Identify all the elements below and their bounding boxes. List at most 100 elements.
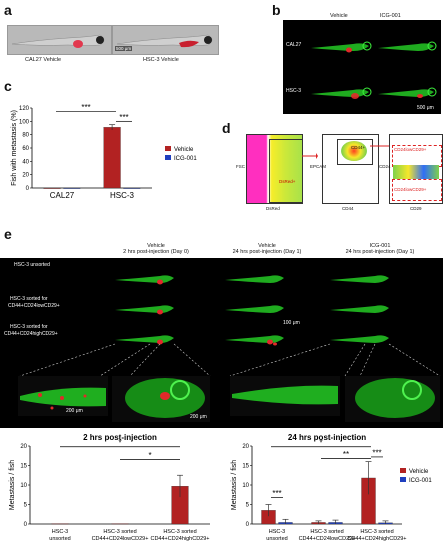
y-tick-label: 5 (24, 503, 28, 509)
legend-label: ICG-001 (409, 478, 432, 484)
y-tick-label: 10 (242, 483, 249, 489)
legend-swatch (165, 155, 171, 160)
e-col3-line2: 24 hrs post-injection (Day 1) (345, 249, 415, 255)
e-col1-line2: 2 hrs post-injection (Day 0) (123, 249, 189, 255)
cd44-gate-label: CD44+ (351, 145, 366, 150)
x-tick-label: HSC-3 (52, 529, 69, 535)
e-row-high-line2: CD44+CD24highCD29+ (4, 331, 58, 337)
significance-label: *** (119, 113, 128, 122)
e-col2-line1: Vehicle (258, 243, 276, 249)
panel-b-row-hsc3: HSC-3 (286, 88, 302, 94)
e-col1-line1: Vehicle (147, 243, 165, 249)
x-tick-label: HSC-3 sorted (310, 529, 343, 535)
bar (123, 187, 141, 189)
e-scale-200-right: 200 μm (190, 414, 207, 420)
legend-label: ICG-001 (174, 156, 197, 162)
plot1-xlabel: DsRed (266, 206, 280, 211)
y-axis-label: Fish with metastasis (%) (11, 110, 18, 186)
bar (111, 523, 129, 525)
y-tick-label: 15 (242, 464, 249, 470)
e-scale-200-left: 200 μm (66, 408, 83, 414)
e-row-unsorted: HSC-3 unsorted (14, 262, 50, 268)
y-tick-label: 80 (22, 133, 29, 139)
panel-b-row-cal27: CAL27 (286, 42, 302, 48)
y-tick-label: 15 (20, 464, 27, 470)
x-tick-label: unsorted (49, 536, 70, 542)
cd24-low-label: CD24lowCD29+ (394, 187, 427, 192)
fish-hsc3-icg (378, 87, 437, 98)
panel-label-b: b (272, 2, 281, 18)
x-tick-label: CD44+CD24highCD29+ (150, 536, 209, 542)
x-tick-label: HSC-3 (269, 529, 286, 535)
plot1-ylabel: FSC (236, 164, 245, 169)
significance-label: ** (343, 450, 349, 459)
panel-label-c: c (4, 78, 12, 94)
legend-label: Vehicle (409, 469, 429, 475)
e-row-high-line1: HSC-3 sorted for (10, 324, 48, 330)
y-tick-label: 5 (246, 503, 250, 509)
panel-e-image-block: HSC-3 unsorted HSC-3 sorted for CD44+CD2… (0, 258, 443, 428)
panel-b-vehicle-header: Vehicle (330, 13, 348, 19)
panel-d-flow-plots: DsRed+ FSC DsRed CD44+ EPCAM CD44 CD24lo… (234, 130, 443, 222)
cd24-low-gate (392, 179, 442, 201)
y-tick-label: 100 (19, 119, 30, 125)
panel-b-icg-header: ICG-001 (380, 13, 401, 19)
legend-label: Vehicle (174, 147, 194, 153)
cal27-brightfield-image (7, 25, 112, 55)
flow-plot-cd44: CD44+ (322, 134, 379, 204)
y-axis-label: Metastasis / fish (9, 460, 16, 510)
x-tick-label: CD44+CD24lowCD29+ (92, 536, 149, 542)
y-tick-label: 0 (26, 186, 30, 192)
x-tick-label: unsorted (266, 536, 287, 542)
x-tick-label: HSC-3 sorted (360, 529, 393, 535)
cal27-vehicle-caption: CAL27 Vehicle (25, 57, 62, 63)
panel-a-scalebar: 500 μm (115, 46, 133, 51)
x-tick-label: CD44+CD24highCD29+ (347, 536, 406, 542)
bar (103, 127, 121, 189)
e-col3-header: ICG-001 24 hrs post-injection (Day 1) (325, 243, 435, 255)
plot3-xlabel: CD29 (410, 206, 422, 211)
flow-plot-dsred: DsRed+ (246, 134, 303, 204)
panel-b-image-grid: CAL27 HSC-3 500 μm (283, 20, 441, 114)
significance-label: * (118, 438, 121, 447)
significance-label: *** (372, 448, 381, 457)
y-tick-label: 20 (242, 444, 249, 450)
significance-label: * (148, 451, 151, 460)
plot3-ylabel: CD24 (379, 164, 391, 169)
y-tick-label: 10 (20, 483, 27, 489)
significance-label: * (319, 438, 322, 447)
panel-label-a: a (4, 2, 12, 18)
y-tick-label: 20 (22, 173, 29, 179)
legend-swatch (400, 477, 406, 482)
significance-label: *** (272, 489, 281, 498)
bar (43, 187, 61, 189)
panel-label-e: e (4, 226, 12, 242)
cd24-high-label: CD24lowCD29+ (394, 147, 427, 152)
y-tick-label: 60 (22, 146, 29, 152)
x-tick-label: HSC-3 sorted (103, 529, 136, 535)
dsred-gate-label: DsRed+ (279, 179, 296, 184)
bar (51, 523, 69, 525)
chart-e-right: 0 5 10 15 20 Metastasis / fish 24 hrs post-inj… (231, 433, 432, 542)
panel-label-d: d (222, 120, 231, 136)
e-col2-header: Vehicle 24 hrs post-injection (Day 1) (212, 243, 322, 255)
hsc3-vehicle-caption: HSC-3 Vehicle (143, 57, 179, 63)
legend-swatch (165, 146, 171, 151)
e-row-low-line1: HSC-3 sorted for (10, 296, 48, 302)
flow-plot-cd24: CD24lowCD29+ CD24lowCD29+ (389, 134, 443, 204)
significance-label: *** (81, 103, 90, 112)
fish-cal27-icg (378, 41, 437, 51)
x-tick-label: HSC-3 sorted (163, 529, 196, 535)
chart-title: 24 hrs post-injection (288, 433, 366, 442)
e-col3-line1: ICG-001 (369, 243, 391, 249)
y-tick-label: 40 (22, 159, 29, 165)
y-axis-label: Metastasis / fish (231, 460, 238, 510)
chart-e-left: 0 5 10 15 20 Metastasis / fish 2 hrs post-inje… (9, 433, 210, 542)
hsc3-brightfield-image: 500 μm (112, 25, 219, 55)
fish-hsc3-vehicle (311, 87, 372, 99)
x-tick-label: HSC-3 (110, 191, 135, 200)
x-tick-label: CD44+CD24lowCD29+ (299, 536, 356, 542)
dsred-gate (269, 139, 303, 203)
e-scale-small: 100 μm (283, 320, 300, 326)
